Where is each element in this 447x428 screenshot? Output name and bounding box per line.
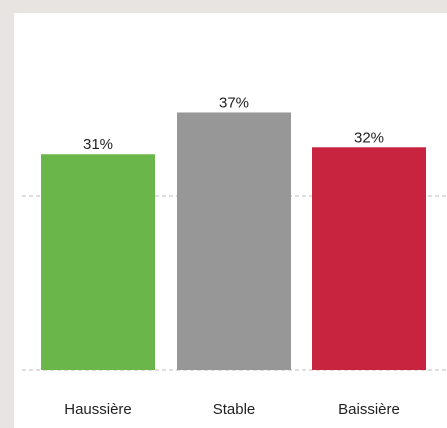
value-label-0: 31%: [83, 136, 113, 153]
bar-1: [177, 112, 291, 370]
category-label-0: Haussière: [64, 401, 132, 418]
category-label-2: Baissière: [338, 401, 400, 418]
category-labels: Haussière Stable Baissière: [64, 401, 400, 418]
bar-2: [312, 147, 426, 370]
category-label-1: Stable: [213, 401, 256, 418]
bar-0: [41, 154, 155, 370]
value-label-2: 32%: [354, 129, 384, 146]
value-labels: 31% 37% 32%: [83, 94, 384, 153]
bars: [41, 112, 426, 370]
value-label-1: 37%: [219, 94, 249, 111]
